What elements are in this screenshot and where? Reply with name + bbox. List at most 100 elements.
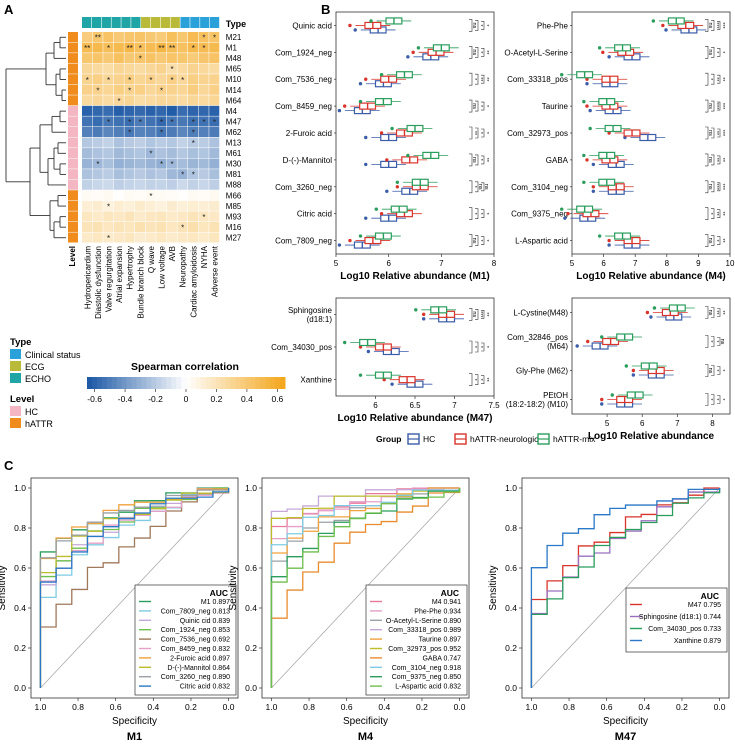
heatmap-cell (209, 126, 220, 137)
roc-y-tick-label: 0.4 (14, 603, 26, 613)
x-tick-label: 6 (373, 401, 378, 410)
heatmap-cell (82, 179, 93, 190)
category-label: Com_32846_pos (507, 333, 568, 342)
category-label: Com_34030_pos (271, 343, 332, 352)
significance-bracket (469, 340, 473, 354)
significance-label: * (477, 51, 483, 54)
significance-star: * (181, 223, 184, 232)
heatmap-cell (82, 137, 93, 148)
significance-label: ns (471, 157, 477, 163)
heatmap-row-label: M62 (226, 128, 242, 137)
significance-bracket (481, 155, 485, 165)
significance-bracket (475, 374, 479, 385)
roc-y-tick-label: 0.6 (505, 563, 517, 573)
heatmap-cell (135, 137, 146, 148)
heatmap-cell (135, 53, 146, 64)
x-tick-label: 9 (696, 259, 701, 268)
significance-bracket (717, 182, 721, 192)
heatmap-cell (113, 148, 124, 159)
outlier-point (342, 104, 347, 108)
significance-label: * (707, 213, 713, 216)
roc-legend-title: AUC (210, 588, 228, 598)
heatmap-cell (198, 53, 209, 64)
outlier-point (600, 397, 604, 402)
heatmap-cell (177, 137, 188, 148)
heatmap-cell (113, 211, 124, 222)
heatmap-cell (198, 148, 209, 159)
x-tick-label: 7 (452, 401, 457, 410)
outlier-point (353, 28, 357, 32)
significance-label: ns (471, 23, 477, 29)
heatmap-column-label: NYHA (200, 245, 209, 268)
heatmap-cell (188, 169, 199, 180)
outlier-point (582, 99, 586, 104)
significance-bracket (469, 373, 473, 386)
outlier-point (379, 211, 384, 216)
outlier-point (600, 402, 604, 406)
heatmap-cell (135, 105, 146, 116)
heatmap-cell (113, 95, 124, 106)
heatmap-row-label: M66 (226, 191, 242, 200)
heatmap-cell (92, 84, 103, 95)
heatmap-cell (103, 84, 114, 95)
category-label: Taurine (542, 102, 569, 111)
outlier-point (610, 393, 614, 397)
significance-star: * (149, 192, 152, 201)
significance-label: * (471, 213, 477, 216)
heatmap-cell (177, 84, 188, 95)
significance-label: ns (707, 368, 713, 374)
type-annotation-cell (150, 17, 161, 28)
roc-curve (270, 487, 460, 688)
significance-label: ns (707, 23, 713, 29)
heatmap-cell (177, 190, 188, 201)
significance-label: * (471, 379, 477, 382)
heatmap-cell (198, 137, 209, 148)
heatmap-cell (92, 179, 103, 190)
heatmap-cell (82, 42, 93, 53)
significance-label: ** (713, 212, 719, 217)
heatmap-cell (198, 126, 209, 137)
outlier-point (421, 312, 426, 317)
roc-legend-label: 2-Furoic acid 0.897 (170, 655, 230, 662)
outlier-point (348, 23, 352, 28)
heatmap-cell (92, 32, 103, 43)
significance-bracket (475, 309, 479, 320)
significance-bracket (711, 154, 715, 166)
outlier-point (385, 158, 389, 162)
heatmap-cell (92, 53, 103, 64)
significance-label: * (483, 24, 489, 27)
x-tick-label: 7 (439, 259, 444, 268)
roc-legend-box (365, 584, 468, 696)
outlier-point (597, 46, 602, 50)
heatmap-cell (103, 148, 114, 159)
roc-x-tick-label: 0.4 (638, 702, 650, 712)
category-label: Com_7809_neg (275, 237, 332, 246)
heatmap-cell (166, 53, 177, 64)
heatmap-cell (188, 126, 199, 137)
heatmap-cell (113, 32, 124, 43)
heatmap-cell (103, 179, 114, 190)
heatmap-cell (135, 190, 146, 201)
heatmap-cell (113, 221, 124, 232)
heatmap-cell (124, 105, 135, 116)
outlier-point (607, 243, 611, 247)
roc-diagonal (531, 487, 720, 689)
correlation-legend-tick-label: -0.6 (87, 394, 102, 404)
heatmap-cell (124, 95, 135, 106)
correlation-legend-gradient (121, 377, 128, 389)
heatmap-cell (92, 232, 103, 243)
significance-bracket (705, 234, 709, 247)
correlation-legend-gradient (190, 377, 197, 389)
roc-legend-label: GABA 0.747 (422, 655, 461, 662)
heatmap-cell (198, 84, 209, 95)
significance-label: ns (707, 310, 713, 316)
roc-y-tick-label: 0.8 (505, 523, 517, 533)
heatmap-cell (177, 105, 188, 116)
significance-star: * (160, 129, 163, 138)
significance-star: * (160, 86, 163, 95)
significance-label: ** (483, 378, 489, 383)
significance-bracket (469, 207, 473, 220)
heatmap-cell (166, 169, 177, 180)
significance-label: *** (713, 103, 719, 110)
